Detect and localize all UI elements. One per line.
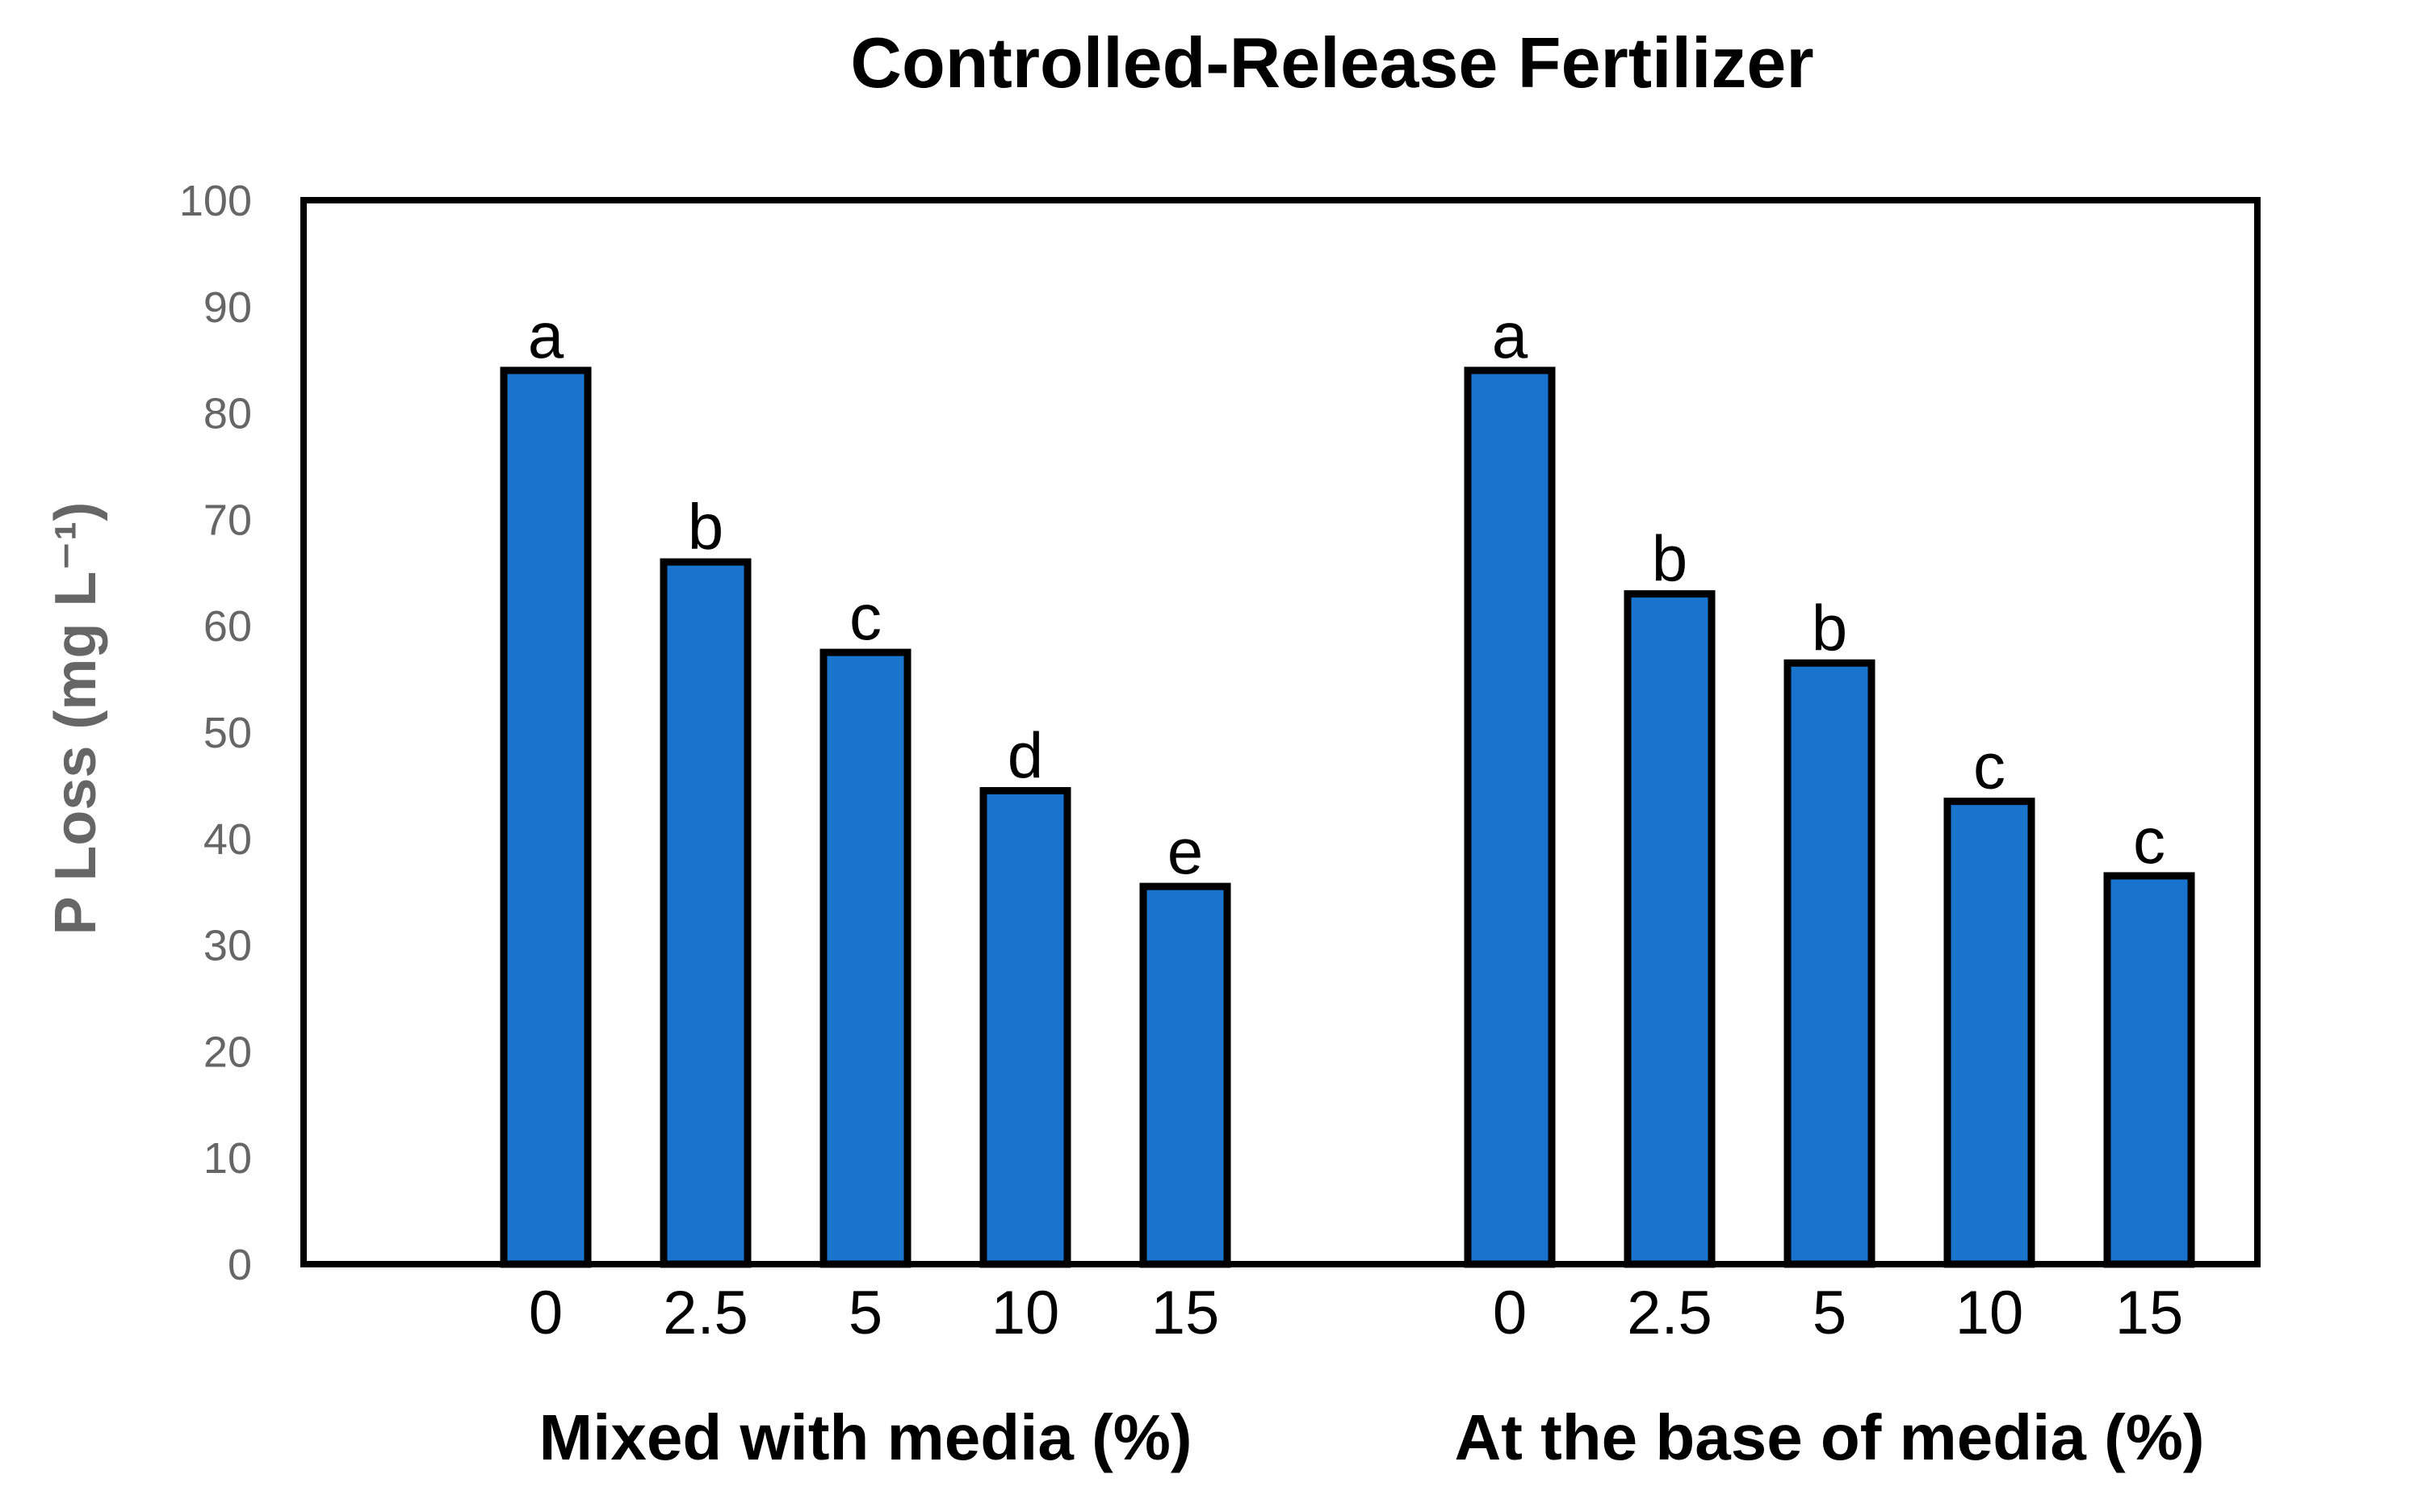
x-tick-label-group2-0: 0 (1493, 1279, 1527, 1347)
y-axis-ticks: 0 10 20 30 40 50 60 70 80 90 100 (179, 177, 252, 1289)
y-tick-label-90: 90 (203, 283, 252, 332)
bar-group2-0 (1464, 366, 1556, 1268)
y-tick-label-50: 50 (203, 709, 252, 757)
bar-group1-0 (500, 366, 592, 1268)
significance-label-group2-15: c (2133, 805, 2165, 877)
chart-title: Controlled-Release Fertilizer (850, 23, 1813, 103)
bar-group1-2.5 (660, 558, 752, 1268)
significance-labels: a b c d e a b b c c (528, 299, 2165, 887)
x-tick-label-group1-10: 10 (991, 1279, 1060, 1347)
y-tick-label-80: 80 (203, 390, 252, 438)
significance-label-group2-5: b (1812, 592, 1848, 664)
y-tick-label-60: 60 (203, 602, 252, 651)
significance-label-group1-2.5: b (688, 491, 724, 563)
significance-label-group1-15: e (1167, 815, 1204, 887)
y-tick-label-30: 30 (203, 922, 252, 970)
significance-label-group1-10: d (1008, 719, 1044, 791)
x-tick-label-group1-5: 5 (849, 1279, 882, 1347)
bar-group2-2.5 (1624, 590, 1716, 1268)
bar-group2-5 (1783, 659, 1875, 1268)
plot-area-frame (300, 197, 2261, 1267)
x-tick-label-group2-5: 5 (1813, 1279, 1846, 1347)
y-tick-label-100: 100 (179, 177, 252, 225)
group-label-2: At the base of media (%) (1454, 1401, 2204, 1473)
bar-group2-10 (1943, 798, 2035, 1268)
x-tick-label-group2-15: 15 (2115, 1279, 2184, 1347)
x-tick-label-group2-10: 10 (1955, 1279, 2024, 1347)
significance-label-group2-0: a (1492, 299, 1528, 371)
y-tick-label-10: 10 (203, 1134, 252, 1183)
y-tick-label-40: 40 (203, 815, 252, 864)
x-tick-label-group1-15: 15 (1151, 1279, 1220, 1347)
bar-group1-5 (819, 648, 912, 1268)
x-tick-label-group2-2.5: 2.5 (1627, 1279, 1712, 1347)
significance-label-group2-2.5: b (1652, 523, 1688, 595)
y-tick-label-20: 20 (203, 1028, 252, 1076)
x-axis-ticks: 0 2.5 5 10 15 0 2.5 5 10 15 (529, 1279, 2183, 1347)
y-tick-label-70: 70 (203, 496, 252, 544)
x-tick-label-group1-0: 0 (529, 1279, 563, 1347)
bars-layer (500, 366, 2195, 1268)
group-labels: Mixed with media (%) At the base of media… (539, 1401, 2205, 1473)
significance-label-group2-10: c (1973, 731, 2005, 802)
significance-label-group1-0: a (528, 299, 564, 371)
significance-label-group1-5: c (849, 581, 882, 653)
bar-group1-10 (979, 786, 1071, 1268)
y-tick-label-0: 0 (228, 1241, 252, 1289)
y-axis-label: P Loss (mg L⁻¹) (44, 502, 108, 936)
y-axis-label-group: P Loss (mg L⁻¹) (44, 502, 108, 936)
bar-group2-15 (2103, 872, 2195, 1268)
x-tick-label-group1-2.5: 2.5 (663, 1279, 748, 1347)
bar-group1-15 (1139, 882, 1231, 1268)
group-label-1: Mixed with media (%) (539, 1401, 1192, 1473)
